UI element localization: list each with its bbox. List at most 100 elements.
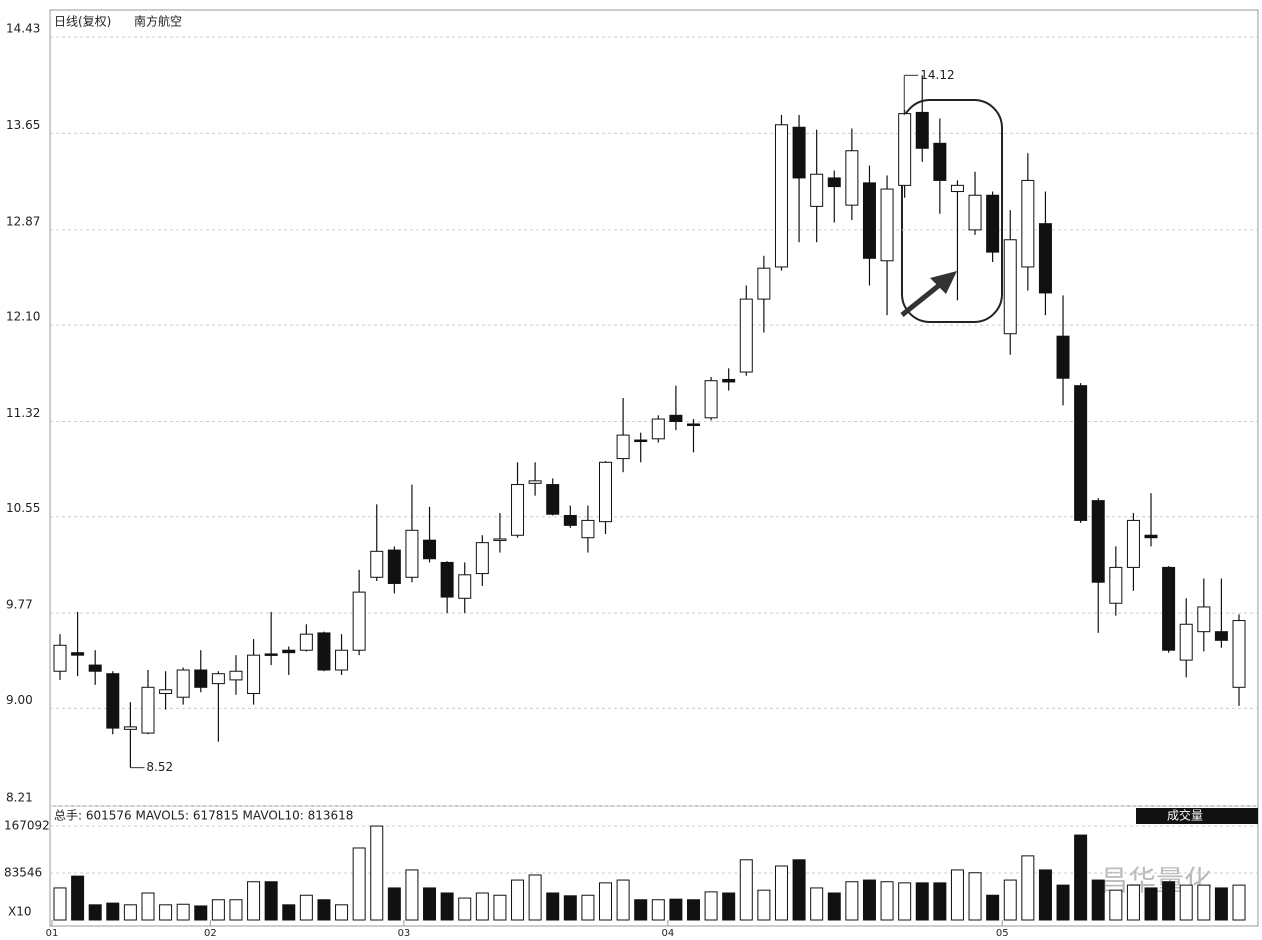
candle-body: [511, 484, 525, 536]
candle-body: [317, 632, 331, 671]
volume-bar: [986, 894, 1000, 921]
volume-bar: [493, 894, 507, 921]
y-tick-label: 12.87: [6, 214, 40, 228]
volume-bar: [475, 892, 489, 921]
y-tick-label: 8.21: [6, 791, 33, 805]
volume-bar: [968, 872, 982, 921]
volume-bar: [53, 887, 67, 921]
volume-bar: [898, 882, 912, 921]
candle-body: [933, 142, 947, 181]
volume-bar: [1003, 879, 1017, 921]
candle-body: [211, 673, 225, 685]
volume-bar: [1091, 879, 1105, 921]
volume-bar: [880, 881, 894, 921]
volume-bar: [317, 899, 331, 921]
volume-bar: [370, 825, 384, 921]
candle-body: [757, 267, 771, 300]
candle-body: [1003, 239, 1017, 335]
y-tick-label: 12.10: [6, 310, 40, 324]
volume-bar: [1056, 884, 1070, 921]
candle-body: [880, 188, 894, 262]
volume-bar: [458, 897, 472, 921]
candle-body: [1091, 500, 1105, 583]
volume-bar: [440, 892, 454, 921]
y-tick-label: 14.43: [6, 22, 40, 36]
candle-body: [282, 649, 296, 654]
y-tick-label: 11.32: [6, 406, 40, 420]
candle-body: [1038, 223, 1052, 294]
volume-bar: [563, 895, 577, 921]
volume-bar: [299, 894, 313, 921]
volume-bar: [1214, 887, 1228, 921]
candle-body: [1056, 335, 1070, 379]
volume-bar: [352, 847, 366, 921]
volume-button-label[interactable]: 成交量: [1167, 808, 1203, 823]
candle-body: [915, 111, 929, 149]
candle-body: [810, 173, 824, 207]
volume-bar: [669, 898, 683, 921]
volume-bar: [599, 882, 613, 921]
volume-frame: [49, 805, 1259, 927]
volume-bar: [581, 894, 595, 921]
y-tick-label: 13.65: [6, 118, 40, 132]
candle-body: [352, 591, 366, 651]
volume-bar: [335, 904, 349, 921]
volume-bar: [528, 874, 542, 921]
volume-bar: [71, 875, 85, 921]
x-tick-label: 01: [46, 928, 59, 939]
volume-bar: [405, 869, 419, 921]
candle-body: [335, 649, 349, 671]
candle-body: [1144, 534, 1158, 539]
chart-title: 日线(复权): [54, 15, 111, 29]
volume-bar: [282, 904, 296, 921]
candle-body: [563, 514, 577, 526]
candle-body: [599, 461, 613, 523]
volume-bar: [1144, 887, 1158, 921]
candle-body: [229, 670, 243, 681]
volume-bar: [827, 892, 841, 921]
volume-bar: [915, 882, 929, 921]
volume-bar: [1126, 884, 1140, 921]
volume-header: 总手: 601576 MAVOL5: 617815 MAVOL10: 81361…: [54, 809, 353, 823]
candle-body: [1126, 519, 1140, 568]
candle-body: [1179, 623, 1193, 661]
candle-body: [1232, 620, 1246, 688]
volume-bar: [1038, 869, 1052, 921]
candle-body: [106, 673, 120, 729]
arrow-shaft: [900, 281, 944, 317]
candle-body: [1214, 631, 1228, 641]
volume-bar: [739, 859, 753, 921]
volume-bar: [141, 892, 155, 921]
chart-subtitle: 南方航空: [134, 14, 182, 29]
candle-body: [546, 484, 560, 515]
volume-unit: X10: [8, 905, 32, 919]
candle-body: [862, 182, 876, 259]
volume-bar: [686, 899, 700, 921]
volume-bar: [211, 899, 225, 921]
volume-bar: [1074, 834, 1088, 921]
volume-bar: [810, 887, 824, 921]
volume-button[interactable]: [1136, 808, 1258, 824]
y-tick-label: 9.77: [6, 598, 33, 612]
volume-bar: [933, 882, 947, 921]
volume-bar: [1162, 881, 1176, 921]
volume-bar: [1021, 855, 1035, 921]
candle-body: [493, 538, 507, 541]
candle-body: [458, 574, 472, 599]
volume-bar: [845, 881, 859, 921]
candle-body: [475, 542, 489, 575]
volume-bar: [387, 887, 401, 921]
arrow-head: [930, 271, 957, 294]
volume-bar: [774, 865, 788, 921]
y-tick-label: 167092: [4, 819, 50, 833]
x-tick-label: 05: [996, 928, 1009, 939]
volume-bar: [247, 881, 261, 921]
volume-bar: [423, 887, 437, 921]
volume-bar: [1197, 884, 1211, 921]
volume-bar: [194, 905, 208, 921]
volume-bar: [1109, 889, 1123, 921]
candle-body: [634, 439, 648, 443]
candle-body: [845, 150, 859, 206]
y-tick-label: 9.00: [6, 693, 33, 707]
candle-body: [722, 378, 736, 383]
